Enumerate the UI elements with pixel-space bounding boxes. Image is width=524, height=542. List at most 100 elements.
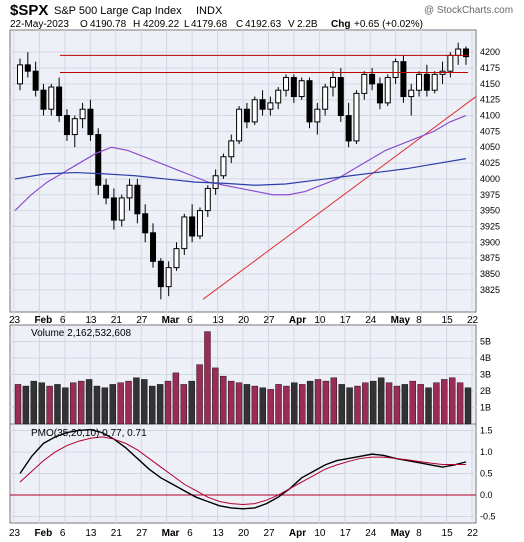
volume-panel-title: Volume 2,162,532,608 bbox=[31, 328, 132, 339]
candle-body bbox=[142, 213, 149, 234]
candle-body bbox=[71, 118, 78, 136]
candle-body bbox=[40, 89, 47, 110]
x-tick-label: Apr bbox=[289, 315, 306, 326]
volume-bar bbox=[156, 384, 164, 425]
x-tick-label: 13 bbox=[213, 315, 225, 326]
candle-body bbox=[275, 89, 282, 104]
high-value: 4209.22 bbox=[143, 19, 180, 30]
price-tick-label: 4025 bbox=[480, 158, 500, 168]
candle-body bbox=[416, 73, 423, 91]
volume-bar bbox=[417, 384, 424, 425]
x-tick-label-bottom: May bbox=[391, 528, 411, 539]
volume-bar bbox=[38, 382, 45, 425]
candle-body bbox=[369, 73, 376, 85]
volume-bar bbox=[362, 382, 369, 425]
candle-body bbox=[63, 115, 70, 136]
volume-bar bbox=[346, 387, 353, 425]
x-tick-label-bottom: 17 bbox=[340, 528, 352, 539]
x-tick-label: May bbox=[391, 315, 411, 326]
volume-bar bbox=[385, 382, 393, 425]
candle-body bbox=[173, 248, 180, 269]
x-tick-label: 21 bbox=[111, 315, 123, 326]
volume-bar bbox=[251, 385, 259, 425]
pmo-tick-label: -0.5 bbox=[480, 512, 496, 522]
change-value: +0.65 (+0.02%) bbox=[354, 19, 423, 30]
support-trendline bbox=[202, 96, 477, 300]
price-tick-label: 4175 bbox=[480, 63, 500, 73]
candle-body bbox=[329, 77, 336, 88]
candle-body bbox=[150, 232, 157, 262]
candle-body bbox=[259, 99, 266, 110]
candle-body bbox=[408, 89, 415, 98]
pmo-tick-label: 0.5 bbox=[480, 469, 493, 479]
x-tick-label-bottom: 10 bbox=[314, 528, 326, 539]
candle-body bbox=[337, 77, 344, 117]
volume-bars-layer bbox=[14, 331, 472, 425]
volume-bar bbox=[464, 387, 472, 425]
volume-bar bbox=[30, 380, 37, 425]
volume-bar bbox=[409, 380, 416, 425]
index-name: S&P 500 Large Cap Index bbox=[54, 5, 182, 17]
candle-body bbox=[32, 70, 39, 91]
candle-body bbox=[376, 83, 383, 104]
open-caption: O bbox=[80, 19, 88, 30]
x-tick-label-bottom: 21 bbox=[111, 528, 123, 539]
date-label: 22-May-2023 bbox=[10, 19, 69, 30]
volume-bar bbox=[393, 385, 401, 425]
candle-body bbox=[267, 102, 274, 110]
high-caption: H bbox=[133, 19, 140, 30]
candle-body bbox=[87, 108, 94, 136]
low-caption: L bbox=[184, 19, 190, 30]
candle-body bbox=[220, 156, 227, 177]
low-value: 4179.68 bbox=[191, 19, 228, 30]
candle-body bbox=[423, 73, 430, 91]
x-tick-label-bottom: 20 bbox=[238, 528, 250, 539]
volume-bar bbox=[85, 379, 93, 425]
volume-bar bbox=[227, 380, 235, 425]
exchange-label: INDX bbox=[196, 5, 223, 17]
volume-bar bbox=[101, 387, 109, 425]
gridlines bbox=[10, 30, 476, 523]
price-tick-label: 3950 bbox=[480, 206, 500, 216]
watermark: @ StockCharts.com bbox=[424, 5, 513, 16]
x-tick-label: 6 bbox=[187, 315, 193, 326]
x-tick-label-bottom: 13 bbox=[85, 528, 97, 539]
candle-body bbox=[322, 86, 329, 110]
candle-body bbox=[353, 92, 360, 142]
volume-bar bbox=[141, 379, 148, 425]
volume-bar bbox=[322, 380, 330, 425]
x-tick-label-bottom: 22 bbox=[467, 528, 479, 539]
x-tick-label-bottom: 6 bbox=[60, 528, 66, 539]
x-tick-label: 24 bbox=[365, 315, 377, 326]
candle-body bbox=[243, 108, 250, 123]
x-tick-label: 15 bbox=[442, 315, 454, 326]
candle-body bbox=[48, 86, 55, 110]
volume-bar bbox=[283, 385, 290, 425]
candle-body bbox=[126, 184, 133, 199]
volume-bar bbox=[125, 380, 132, 425]
volume-bar bbox=[14, 384, 22, 425]
pmo-tick-label: 0.0 bbox=[480, 490, 493, 500]
x-tick-label-bottom: Feb bbox=[34, 528, 52, 539]
candle-body bbox=[306, 80, 313, 123]
volume-bar bbox=[133, 377, 140, 425]
volume-bar bbox=[291, 382, 298, 425]
price-tick-label: 4200 bbox=[480, 47, 500, 57]
candle-body bbox=[251, 99, 258, 123]
candle-body bbox=[157, 260, 164, 288]
x-tick-label: 6 bbox=[60, 315, 66, 326]
volume-bar bbox=[377, 377, 385, 425]
volume-bar bbox=[93, 385, 101, 425]
volume-tick-label: 5B bbox=[480, 337, 491, 347]
candle-body bbox=[103, 184, 110, 199]
volume-bar bbox=[149, 385, 156, 425]
change-caption: Chg bbox=[331, 19, 350, 30]
x-tick-label: 27 bbox=[136, 315, 148, 326]
price-tick-label: 4050 bbox=[480, 142, 500, 152]
pmo-lines-layer bbox=[19, 428, 467, 510]
candle-body bbox=[56, 86, 63, 117]
volume-bar bbox=[109, 384, 116, 425]
candle-body bbox=[165, 267, 172, 288]
volume-bar bbox=[196, 364, 203, 425]
volume-bar bbox=[70, 382, 77, 425]
